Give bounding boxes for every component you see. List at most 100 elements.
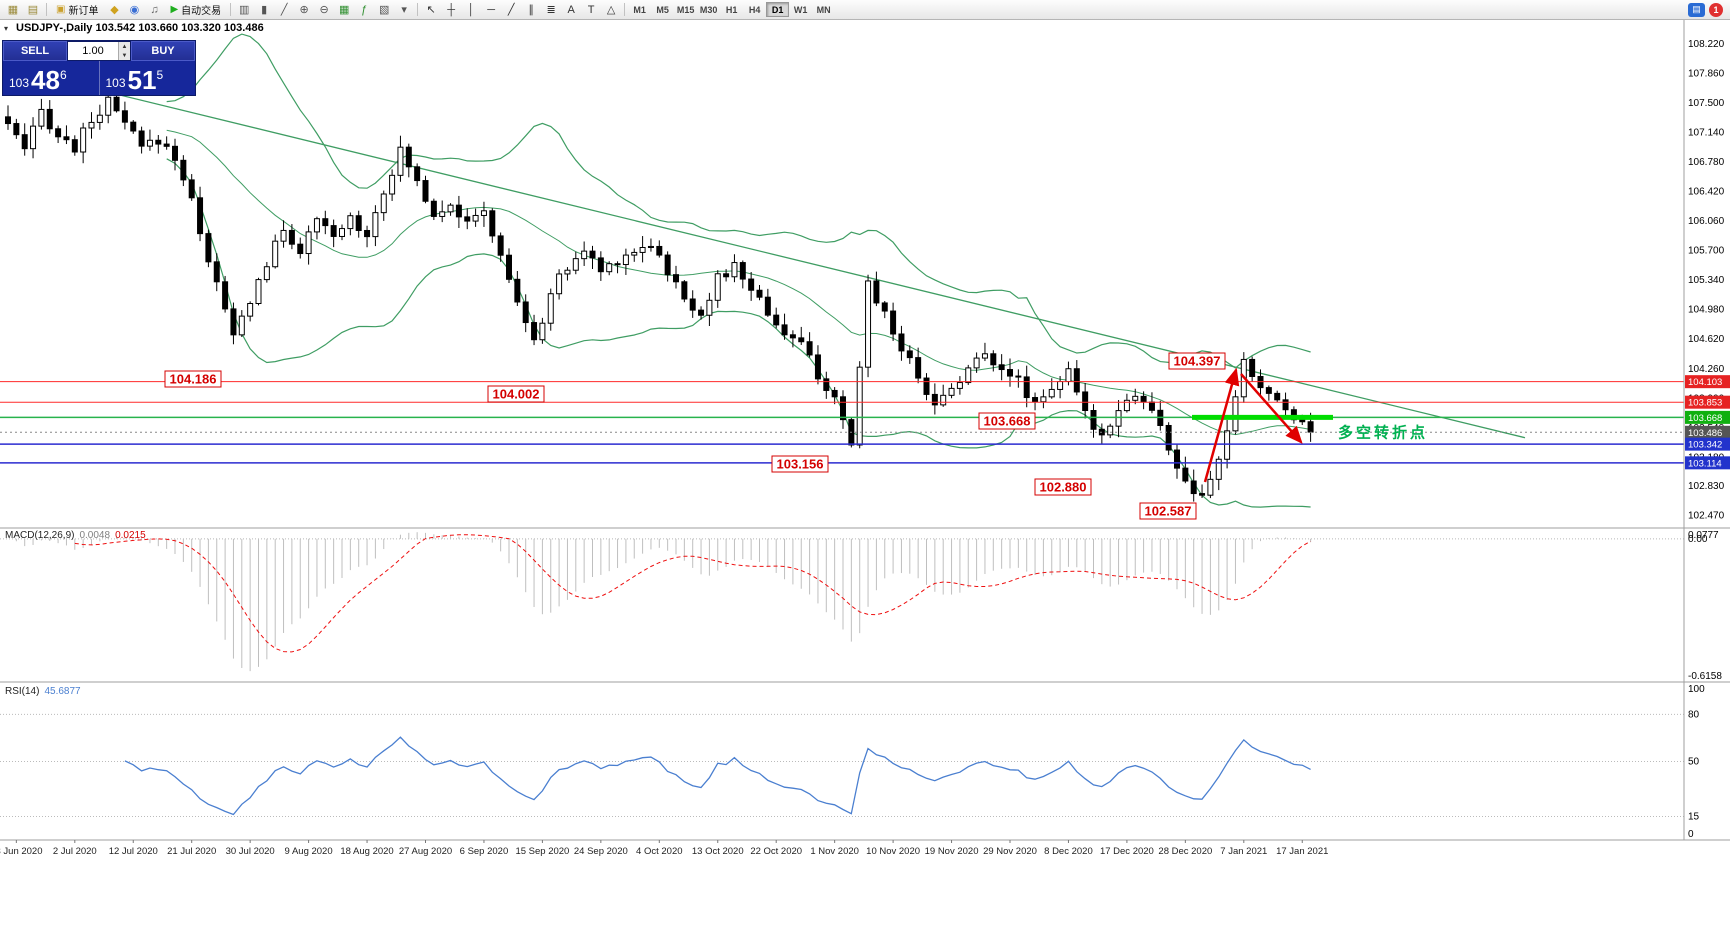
svg-text:-0.6158: -0.6158 — [1688, 671, 1722, 682]
svg-text:80: 80 — [1688, 709, 1700, 720]
svg-text:7 Jan 2021: 7 Jan 2021 — [1220, 846, 1267, 857]
buy-button[interactable]: BUY — [131, 41, 195, 61]
rsi-panel — [0, 713, 1684, 817]
toolbar-separator — [46, 3, 47, 16]
price-badge — [1685, 456, 1730, 470]
new-order-button-label: 新订单 — [68, 6, 99, 17]
price-level-label: 103.156 — [771, 455, 829, 473]
timeframe-m30[interactable]: M30 — [699, 4, 718, 15]
svg-text:102.830: 102.830 — [1688, 481, 1725, 492]
timeframe-mn[interactable]: MN — [816, 4, 831, 15]
horizontal-line-icon[interactable]: ─ — [487, 3, 496, 16]
timeframe-m15[interactable]: M15 — [676, 4, 695, 15]
volume-stepper[interactable]: ▲ ▼ — [118, 42, 130, 60]
svg-text:103.668: 103.668 — [1688, 413, 1722, 424]
svg-text:18 Aug 2020: 18 Aug 2020 — [340, 846, 393, 857]
svg-text:0.00: 0.00 — [1688, 534, 1708, 545]
timeframe-w1[interactable]: W1 — [793, 4, 808, 15]
autotrading-button-label: 自动交易 — [181, 6, 222, 17]
svg-text:1 Nov 2020: 1 Nov 2020 — [810, 846, 859, 857]
macd-panel — [0, 532, 1684, 672]
price-badge — [1685, 410, 1730, 424]
volume-up-icon[interactable]: ▲ — [119, 42, 130, 51]
price-badge — [1685, 375, 1730, 389]
trendline-icon[interactable]: ╱ — [507, 4, 515, 16]
svg-text:10 Nov 2020: 10 Nov 2020 — [866, 846, 920, 857]
svg-text:107.500: 107.500 — [1688, 98, 1725, 109]
price-badge — [1685, 425, 1730, 439]
new-chart-icon[interactable]: ▦ — [7, 4, 19, 16]
macd-signal-line — [74, 534, 1311, 653]
svg-text:102.470: 102.470 — [1688, 511, 1725, 522]
price-badge — [1685, 437, 1730, 451]
one-click-trading-panel: SELL 1.00 ▲ ▼ BUY 103 48 6 103 51 5 — [2, 40, 196, 96]
channel-icon[interactable]: ∥ — [528, 4, 534, 16]
label-icon[interactable]: T — [587, 3, 595, 16]
svg-text:103.342: 103.342 — [1688, 440, 1722, 451]
svg-text:103.114: 103.114 — [1688, 458, 1722, 469]
bollinger-upper-band — [166, 33, 1311, 369]
new-order-button-icon: ▣ — [56, 4, 66, 15]
profiles-icon[interactable]: ▤ — [27, 4, 39, 16]
svg-text:29 Nov 2020: 29 Nov 2020 — [983, 846, 1037, 857]
macd-value: 0.0048 — [79, 530, 111, 541]
timeframe-h4[interactable]: H4 — [748, 4, 761, 15]
timeframe-m1[interactable]: M1 — [633, 4, 646, 15]
toolbar-right-group: ▤ 1 — [1688, 2, 1727, 17]
autotrading-button[interactable]: ▶ 自动交易 — [164, 1, 227, 18]
svg-text:15: 15 — [1688, 811, 1700, 822]
trend-arrow — [1240, 373, 1303, 444]
svg-text:104.260: 104.260 — [1688, 364, 1725, 375]
timeframe-m5[interactable]: M5 — [656, 4, 669, 15]
text-icon[interactable]: A — [567, 3, 575, 16]
market-watch-icon[interactable]: ◆ — [110, 4, 119, 16]
price-badge — [1685, 395, 1730, 409]
templates-icon[interactable]: ▧ — [378, 4, 390, 16]
svg-text:28 Dec 2020: 28 Dec 2020 — [1158, 846, 1212, 857]
chat-icon[interactable]: ▤ — [1688, 2, 1705, 17]
trend-arrow — [1203, 367, 1240, 483]
chart-note-text: 多空转折点 — [1338, 424, 1429, 442]
volume-field[interactable]: 1.00 ▲ ▼ — [67, 41, 131, 61]
sell-button[interactable]: SELL — [3, 41, 67, 61]
community-icon[interactable]: ◉ — [129, 4, 140, 16]
rsi-value: 45.6877 — [44, 686, 81, 697]
volume-down-icon[interactable]: ▼ — [119, 51, 130, 60]
alerts-icon[interactable]: ♫ — [150, 3, 159, 16]
fibonacci-icon[interactable]: ≣ — [546, 4, 556, 16]
toolbar-separator — [417, 3, 419, 16]
zoom-out-icon[interactable]: ⊖ — [319, 4, 329, 16]
zoom-in-icon[interactable]: ⊕ — [299, 4, 309, 16]
indicators-icon[interactable]: ƒ — [361, 3, 368, 16]
oneclick-collapse-icon[interactable]: ▾ — [4, 24, 9, 33]
new-order-button[interactable]: ▣ 新订单 — [50, 1, 104, 18]
candlestick-icon[interactable]: ▮ — [261, 4, 268, 16]
volume-value[interactable]: 1.00 — [82, 45, 104, 57]
chart-menu-icon[interactable]: ▾ — [401, 4, 407, 16]
macd-histogram — [15, 532, 1312, 672]
svg-text:106.780: 106.780 — [1688, 157, 1725, 168]
price-level-label: 104.002 — [487, 385, 545, 403]
price-level-label: 102.587 — [1139, 502, 1197, 520]
crosshair-icon[interactable]: ┼ — [447, 3, 456, 16]
ohlc-bars-icon[interactable]: ▥ — [238, 4, 250, 16]
svg-text:23 Jun 2020: 23 Jun 2020 — [0, 846, 42, 857]
svg-text:107.860: 107.860 — [1688, 68, 1725, 79]
timeframe-d1[interactable]: D1 — [766, 2, 790, 17]
timeframe-h1[interactable]: H1 — [725, 4, 738, 15]
cursor-icon[interactable]: ↖ — [426, 4, 436, 16]
svg-text:100: 100 — [1688, 684, 1705, 695]
svg-text:107.140: 107.140 — [1688, 127, 1725, 138]
svg-text:0.0777: 0.0777 — [1688, 530, 1719, 541]
tile-windows-icon[interactable]: ▦ — [338, 4, 350, 16]
svg-text:8 Dec 2020: 8 Dec 2020 — [1044, 846, 1093, 857]
line-chart-icon[interactable]: ╱ — [280, 4, 288, 16]
ask-price-head: 103 — [105, 76, 126, 90]
svg-text:105.340: 105.340 — [1688, 275, 1725, 286]
ask-price[interactable]: 103 51 5 — [98, 61, 196, 95]
bid-price[interactable]: 103 48 6 — [3, 61, 99, 95]
notification-badge[interactable]: 1 — [1709, 2, 1723, 17]
vertical-line-icon[interactable]: │ — [467, 3, 475, 16]
shapes-icon[interactable]: △ — [606, 4, 616, 16]
